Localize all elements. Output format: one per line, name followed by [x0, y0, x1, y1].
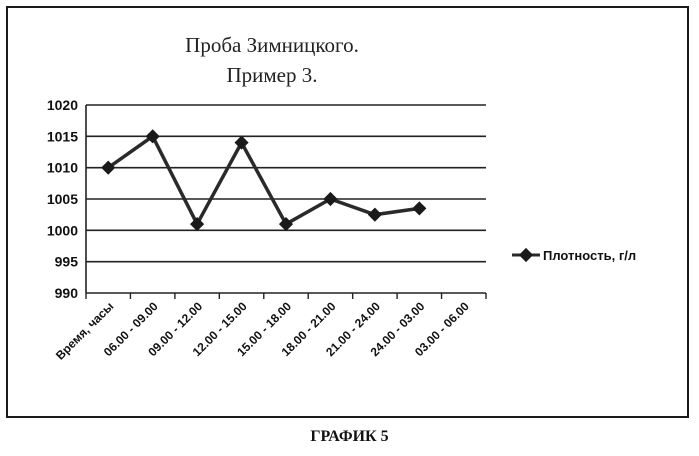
chart-title-line-2: Пример 3. [226, 63, 317, 87]
chart-title: Проба Зимницкого. Пример 3. [185, 33, 359, 87]
data-point-marker [234, 135, 249, 150]
y-tick-label: 995 [55, 254, 79, 270]
y-tick-label: 1020 [47, 97, 78, 113]
y-tick-label: 1010 [47, 160, 78, 176]
y-tick-label: 1015 [47, 128, 78, 144]
data-point-marker [412, 201, 427, 216]
line-chart: Проба Зимницкого. Пример 3. 990 995 1000 10… [47, 33, 636, 363]
legend-diamond-marker [518, 247, 534, 263]
y-tick-label: 1005 [47, 191, 78, 207]
data-point-marker [367, 207, 382, 222]
series-plot [101, 129, 427, 232]
gridlines [86, 104, 486, 294]
data-point-marker [278, 216, 294, 232]
chart-frame [6, 6, 689, 418]
y-tick-label: 990 [55, 285, 79, 301]
figure-caption: ГРАФИК 5 [310, 428, 389, 445]
series-line [107, 134, 420, 226]
y-axis: 990 995 1000 1005 1010 1015 1020 [47, 97, 87, 301]
y-tick-label: 1000 [47, 222, 78, 238]
data-point-marker [190, 216, 205, 232]
data-point-marker [323, 191, 338, 207]
data-point-marker [145, 129, 160, 144]
legend-label: Плотность, г/л [543, 248, 636, 263]
chart-title-line-1: Проба Зимницкого. [185, 33, 359, 57]
legend: Плотность, г/л [512, 247, 636, 263]
